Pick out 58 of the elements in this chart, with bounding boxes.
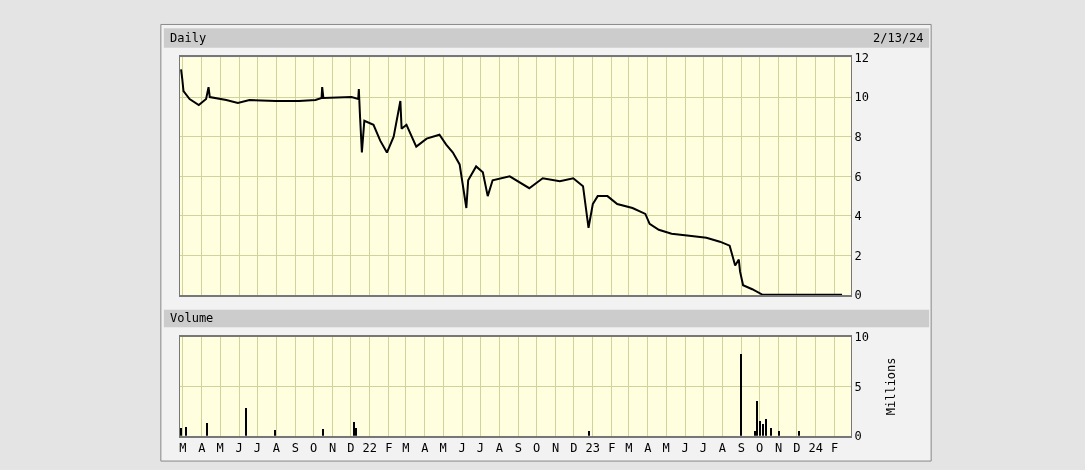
x-tick-label: A bbox=[644, 441, 653, 456]
x-tick-label: 24 bbox=[808, 441, 824, 456]
x-tick-label: M bbox=[179, 441, 187, 456]
y-tick-label: 8 bbox=[854, 129, 862, 144]
x-tick-label: N bbox=[774, 441, 783, 456]
y-axis-title: Millions bbox=[883, 357, 898, 416]
x-tick-label: M bbox=[439, 441, 447, 456]
x-tick-label: O bbox=[532, 441, 541, 456]
x-tick-label: M bbox=[402, 441, 410, 456]
x-tick-label: D bbox=[347, 441, 355, 456]
y-tick-label: 4 bbox=[854, 209, 862, 224]
x-tick-label: A bbox=[421, 441, 430, 456]
x-tick-label: M bbox=[662, 441, 670, 456]
x-tick-label: O bbox=[755, 441, 764, 456]
y-tick-label: 0 bbox=[854, 429, 862, 444]
x-tick-label: N bbox=[551, 441, 560, 456]
x-tick-label: F bbox=[385, 441, 393, 456]
bar bbox=[352, 421, 355, 436]
text: 2/13/24 bbox=[873, 31, 924, 45]
x-tick-label: A bbox=[198, 441, 207, 456]
x-tick-label: J bbox=[235, 441, 243, 456]
y-tick-label: 12 bbox=[854, 50, 870, 65]
x-tick-label: D bbox=[793, 441, 801, 456]
bar bbox=[755, 400, 758, 436]
x-tick-label: A bbox=[272, 441, 281, 456]
bar bbox=[205, 422, 208, 436]
bar bbox=[244, 407, 247, 436]
x-tick-label: S bbox=[737, 441, 745, 456]
x-tick-label: D bbox=[570, 441, 578, 456]
line-series bbox=[180, 68, 844, 296]
bar bbox=[764, 418, 767, 436]
x-tick-label: F bbox=[608, 441, 616, 456]
chart-title: Daily bbox=[170, 31, 207, 45]
x-tick-label: S bbox=[291, 441, 299, 456]
x-tick-label: J bbox=[458, 441, 466, 456]
x-tick-label: O bbox=[310, 441, 318, 456]
x-tick-label: M bbox=[216, 441, 224, 456]
y-tick-label: 10 bbox=[854, 90, 870, 105]
x-tick-label: N bbox=[328, 441, 337, 456]
y-tick-label: 0 bbox=[854, 288, 862, 303]
bar bbox=[761, 423, 764, 436]
bar bbox=[739, 353, 742, 436]
x-tick-label: J bbox=[476, 441, 485, 456]
x-tick-label: F bbox=[831, 441, 839, 456]
y-tick-label: 10 bbox=[854, 330, 870, 345]
x-tick-label: 22 bbox=[362, 441, 378, 456]
y-tick-label: 6 bbox=[854, 169, 862, 184]
x-tick-label: J bbox=[253, 441, 262, 456]
x-tick-label: A bbox=[718, 441, 727, 456]
x-tick-label: J bbox=[699, 441, 707, 456]
x-tick-label: 23 bbox=[585, 441, 601, 456]
chart-title: Volume bbox=[170, 311, 214, 325]
y-tick-label: 5 bbox=[854, 379, 862, 394]
x-tick-label: M bbox=[625, 441, 633, 456]
x-tick-label: S bbox=[514, 441, 522, 456]
x-tick-label: J bbox=[681, 441, 689, 456]
x-tick-label: A bbox=[495, 441, 504, 456]
y-tick-label: 2 bbox=[854, 248, 862, 263]
